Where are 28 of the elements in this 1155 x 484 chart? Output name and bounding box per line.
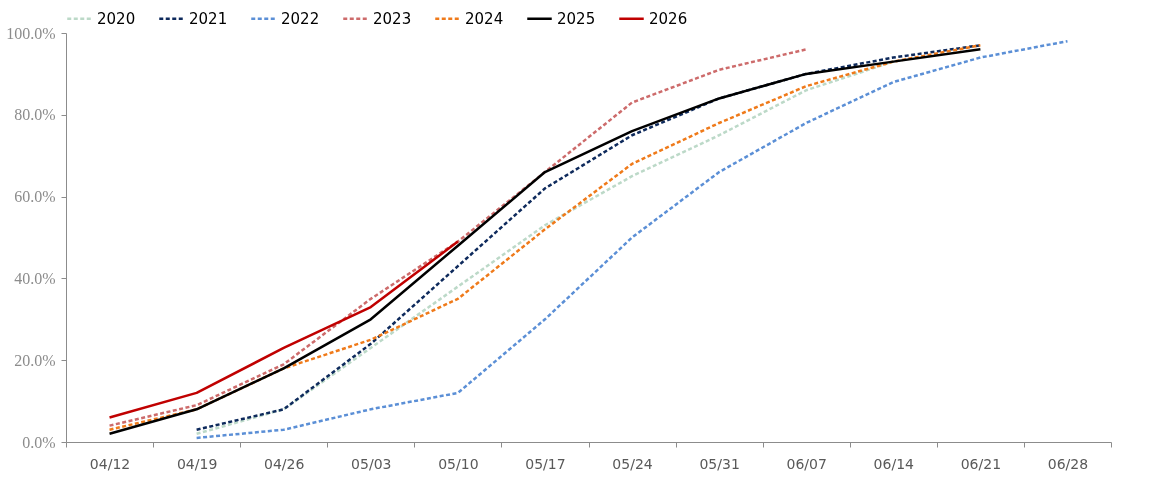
x-tick-label: 05/24: [612, 455, 653, 472]
y-tick-label: 60.0%: [14, 188, 56, 206]
y-tick-label: 80.0%: [14, 106, 56, 124]
y-tick-label: 20.0%: [14, 351, 56, 369]
legend-label: 2023: [373, 9, 412, 28]
y-tick-label: 0.0%: [22, 433, 56, 451]
x-tick-label: 06/14: [873, 455, 915, 472]
x-tick-label: 05/10: [438, 455, 479, 472]
legend-label: 2025: [557, 9, 596, 28]
x-tick-label: 05/17: [525, 455, 566, 472]
x-tick-label: 06/21: [960, 455, 1002, 472]
x-tick-label: 06/28: [1047, 455, 1089, 472]
legend-label: 2022: [281, 9, 320, 28]
legend-label: 2021: [189, 9, 228, 28]
x-tick-label: 04/26: [264, 455, 305, 472]
y-tick-label: 100.0%: [6, 24, 56, 42]
x-tick-label: 06/07: [786, 455, 827, 472]
legend-label: 2020: [97, 9, 136, 28]
legend-label: 2026: [649, 9, 688, 28]
x-tick-label: 04/19: [176, 455, 218, 472]
line-series: [108, 240, 460, 419]
x-tick-label: 05/03: [351, 455, 392, 472]
x-tick-label: 05/31: [699, 455, 740, 472]
x-tick-label: 04/12: [89, 455, 131, 472]
line-series: [108, 48, 808, 427]
legend-label: 2024: [465, 9, 504, 28]
line-series: [195, 60, 895, 436]
y-tick-label: 40.0%: [14, 269, 56, 287]
